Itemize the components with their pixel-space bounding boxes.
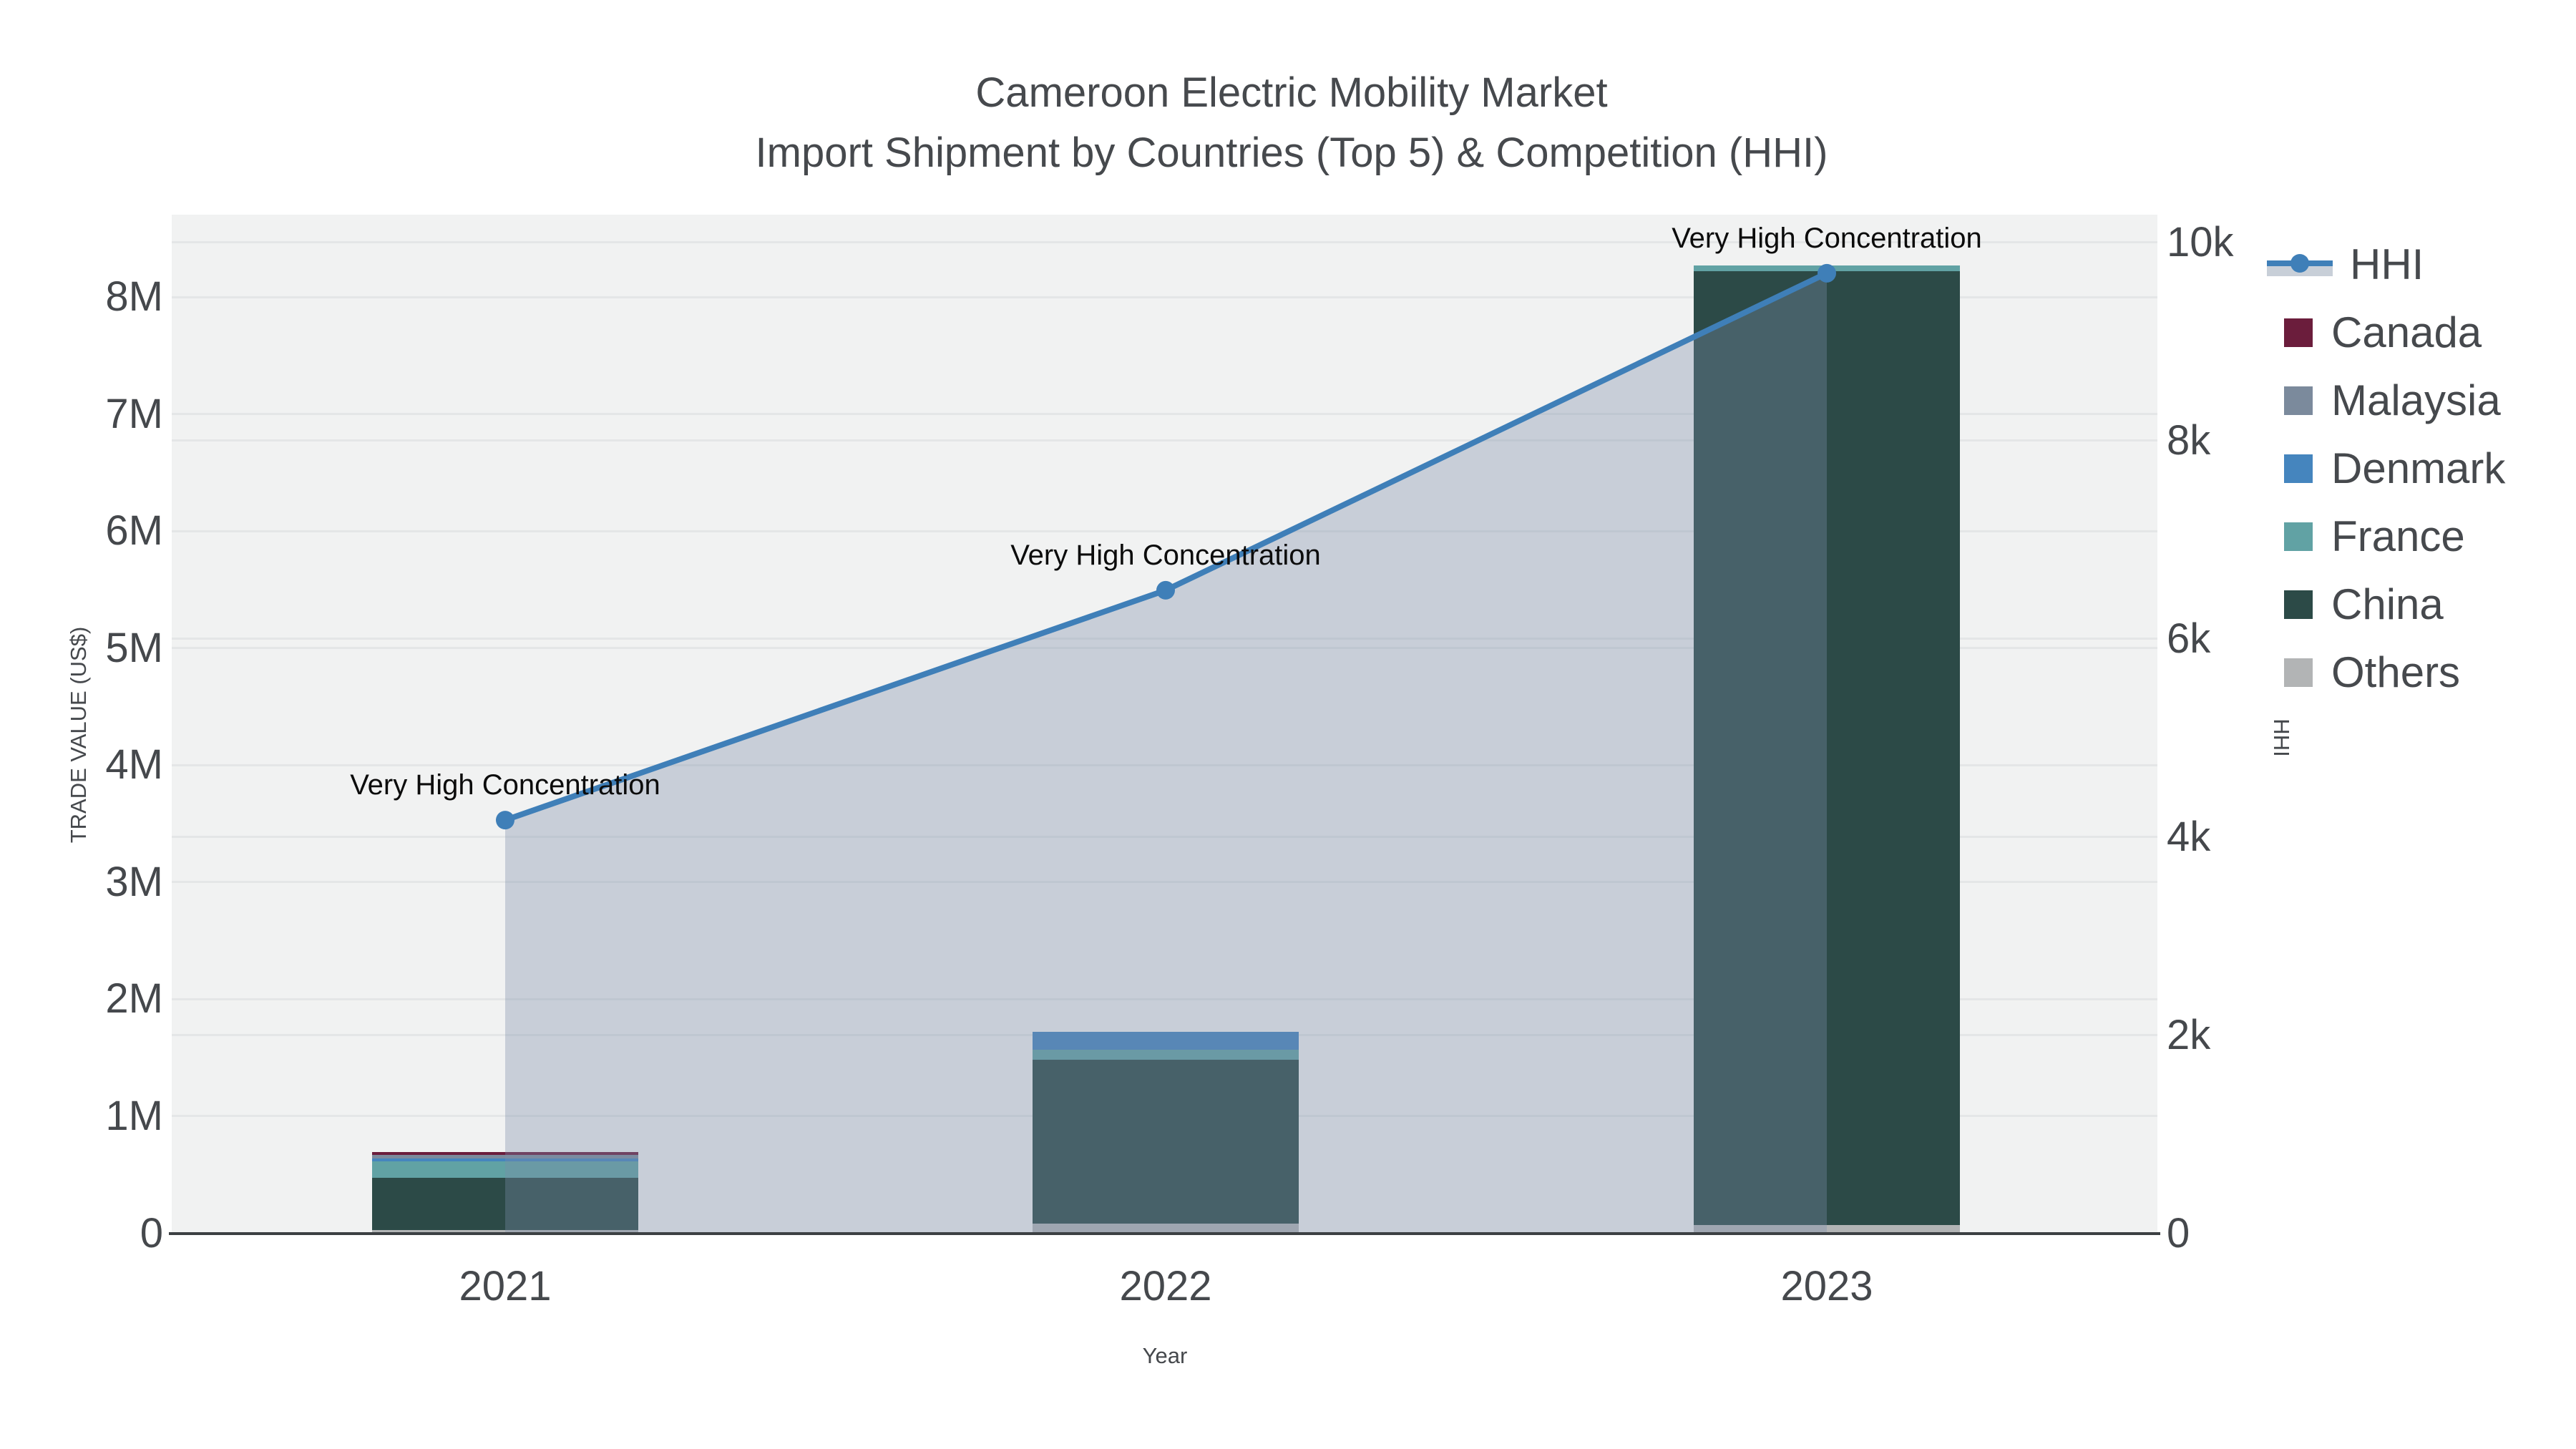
legend-hhi-marker <box>2290 254 2309 273</box>
legend-label: Denmark <box>2331 444 2506 492</box>
bar-segment-france-2021[interactable] <box>372 1161 638 1178</box>
legend-label: Malaysia <box>2331 376 2501 424</box>
x-axis-line <box>169 1231 2160 1235</box>
gridline <box>172 638 2157 640</box>
y-right-tick-label: 4k <box>2167 813 2211 860</box>
legend-swatch-canada <box>2284 318 2313 347</box>
legend-item-canada[interactable]: Canada <box>2267 308 2482 357</box>
legend-label: China <box>2331 580 2444 628</box>
hhi-marker-2022[interactable] <box>1156 580 1175 600</box>
y-left-tick-label: 0 <box>140 1209 163 1257</box>
legend-item-hhi[interactable]: HHI <box>2267 240 2424 289</box>
annotation-very-high-concentration: Very High Concentration <box>1672 222 1982 254</box>
bar-segment-france-2022[interactable] <box>1033 1049 1299 1060</box>
y-left-tick-label: 5M <box>105 624 163 671</box>
legend-swatch-france <box>2284 522 2313 551</box>
gridline <box>172 647 2157 650</box>
y-right-axis-title: HHI <box>2269 718 2294 757</box>
y-right-tick-label: 0 <box>2167 1209 2190 1257</box>
gridline <box>172 836 2157 839</box>
annotation-very-high-concentration: Very High Concentration <box>1010 539 1321 571</box>
gridline <box>172 241 2157 244</box>
y-left-tick-label: 2M <box>105 975 163 1023</box>
legend-item-others[interactable]: Others <box>2267 648 2460 697</box>
y-left-tick-label: 6M <box>105 507 163 555</box>
y-left-tick-label: 4M <box>105 741 163 789</box>
legend-hhi-line-sample <box>2267 250 2333 279</box>
legend-label: Canada <box>2331 308 2482 356</box>
gridline <box>172 763 2157 766</box>
bar-segment-denmark-2022[interactable] <box>1033 1031 1299 1050</box>
chart-title-line2: Import Shipment by Countries (Top 5) & C… <box>755 130 1828 176</box>
gridline <box>172 530 2157 532</box>
bar-segment-malaysia-2021[interactable] <box>372 1155 638 1159</box>
legend-label: HHI <box>2350 240 2424 288</box>
x-axis-title: Year <box>1142 1343 1188 1368</box>
bar-segment-others-2022[interactable] <box>1033 1223 1299 1234</box>
chart-title: Cameroon Electric Mobility Market Import… <box>172 63 2411 183</box>
legend-label: France <box>2331 512 2465 560</box>
y-left-tick-label: 1M <box>105 1092 163 1139</box>
gridline <box>172 413 2157 416</box>
legend-swatch-others <box>2284 658 2313 687</box>
legend-swatch-denmark <box>2284 454 2313 483</box>
annotation-very-high-concentration: Very High Concentration <box>350 769 660 801</box>
x-tick-label: 2022 <box>1119 1262 1212 1309</box>
y-right-tick-label: 6k <box>2167 615 2211 662</box>
bar-segment-canada-2021[interactable] <box>372 1151 638 1156</box>
hhi-marker-2023[interactable] <box>1818 263 1836 283</box>
y-left-tick-label: 3M <box>105 858 163 905</box>
legend-swatch-malaysia <box>2284 386 2313 415</box>
gridline <box>172 881 2157 884</box>
gridline <box>172 439 2157 442</box>
gridline <box>172 997 2157 1000</box>
legend-item-denmark[interactable]: Denmark <box>2267 444 2505 493</box>
bar-segment-others-2021[interactable] <box>372 1230 638 1234</box>
gridline <box>172 296 2157 298</box>
legend-item-malaysia[interactable]: Malaysia <box>2267 376 2501 425</box>
y-right-tick-label: 2k <box>2167 1011 2211 1058</box>
hhi-marker-2021[interactable] <box>496 811 514 830</box>
bar-segment-denmark-2021[interactable] <box>372 1158 638 1162</box>
bar-segment-others-2023[interactable] <box>1694 1224 1960 1234</box>
chart-title-line1: Cameroon Electric Mobility Market <box>975 69 1608 116</box>
bar-segment-china-2021[interactable] <box>372 1177 638 1231</box>
bar-segment-china-2022[interactable] <box>1033 1060 1299 1224</box>
y-right-tick-label: 8k <box>2167 416 2211 464</box>
hhi-overlay <box>496 263 1836 1234</box>
legend-item-france[interactable]: France <box>2267 512 2465 561</box>
hhi-area-fill <box>505 273 1827 1234</box>
legend-label: Others <box>2331 648 2461 696</box>
bar-segment-china-2023[interactable] <box>1694 271 1960 1225</box>
y-left-tick-label: 7M <box>105 390 163 437</box>
y-left-tick-label: 8M <box>105 273 163 321</box>
x-tick-label: 2021 <box>459 1262 552 1309</box>
y-right-tick-label: 10k <box>2167 218 2234 265</box>
legend-item-china[interactable]: China <box>2267 580 2444 629</box>
legend-swatch-china <box>2284 590 2313 619</box>
x-tick-label: 2023 <box>1780 1262 1873 1309</box>
